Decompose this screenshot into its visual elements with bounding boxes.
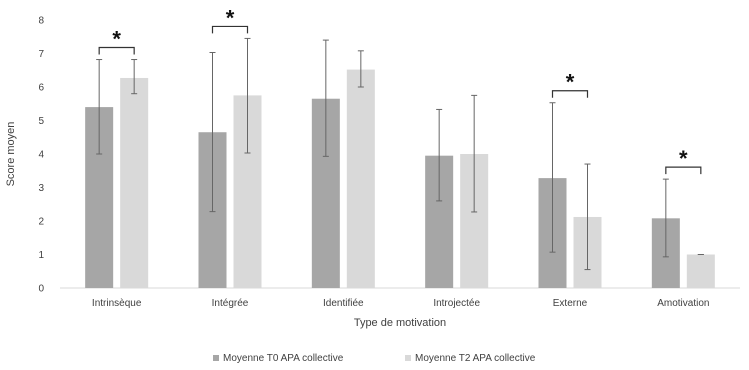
y-axis-ticks: 0 1 2 3 4 5 6 7 8 (38, 16, 44, 295)
y-tick-label: 3 (38, 183, 44, 194)
y-tick-label: 0 (38, 284, 44, 295)
significance-bracket (551, 90, 589, 98)
x-tick-label: Amotivation (657, 298, 709, 309)
legend-swatch (213, 355, 219, 361)
x-axis-title: Type de motivation (354, 317, 446, 329)
bars-layer (85, 69, 715, 288)
legend-swatch (405, 355, 411, 361)
significance-marker: * (112, 27, 121, 52)
y-tick-label: 7 (38, 49, 44, 60)
x-tick-label: Identifiée (323, 298, 364, 309)
y-tick-label: 6 (38, 83, 44, 94)
y-axis-title: Score moyen (5, 122, 17, 187)
significance-marker: * (679, 146, 688, 171)
x-axis-ticks: Intrinsèque Intégrée Identifiée Introjectée… (92, 298, 710, 309)
significance-marker: * (566, 70, 575, 95)
bar (346, 69, 375, 288)
y-tick-label: 8 (38, 16, 44, 27)
significance-marker: * (226, 5, 235, 30)
x-tick-label: Introjectée (433, 298, 480, 309)
bar (120, 77, 149, 288)
significance-bracket (98, 46, 135, 55)
significance-bracket (665, 166, 702, 175)
y-tick-label: 5 (38, 116, 44, 127)
y-tick-label: 1 (38, 250, 44, 261)
y-tick-label: 2 (38, 217, 44, 228)
x-tick-label: Externe (553, 298, 588, 309)
significance-bracket (211, 25, 249, 34)
error-bars-layer (96, 37, 704, 271)
bar (686, 254, 715, 288)
x-tick-label: Intégrée (212, 298, 249, 309)
x-tick-label: Intrinsèque (92, 298, 142, 309)
y-tick-label: 4 (38, 150, 44, 161)
legend: Moyenne T0 APA collective Moyenne T2 APA … (213, 353, 536, 364)
legend-label: Moyenne T0 APA collective (223, 353, 344, 364)
significance-layer: * * * * (98, 5, 702, 175)
legend-label: Moyenne T2 APA collective (415, 353, 536, 364)
